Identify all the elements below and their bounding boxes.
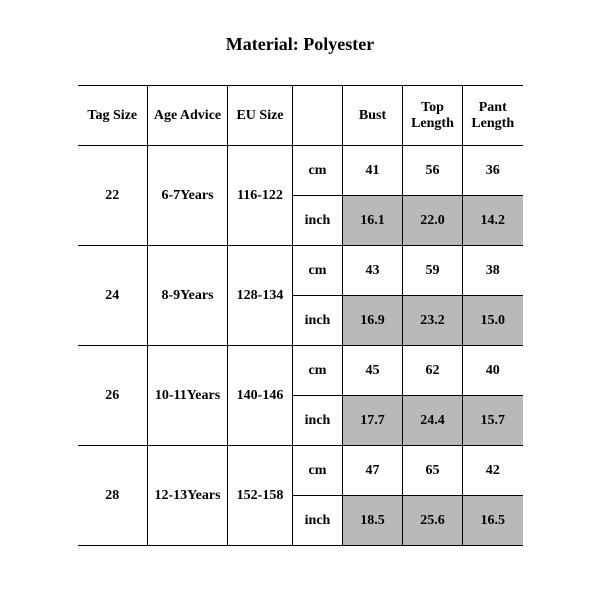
cell-unit-inch: inch <box>293 196 343 246</box>
cell-tag-size: 22 <box>78 146 148 246</box>
cell-top-length: 56 <box>403 146 463 196</box>
cell-bust: 16.9 <box>343 296 403 346</box>
cell-pant-length: 15.7 <box>463 396 523 446</box>
cell-unit-cm: cm <box>293 246 343 296</box>
cell-eu-size: 116-122 <box>228 146 293 246</box>
cell-unit-cm: cm <box>293 346 343 396</box>
col-bust: Bust <box>343 86 403 146</box>
cell-pant-length: 14.2 <box>463 196 523 246</box>
cell-age-advice: 12-13Years <box>148 446 228 546</box>
cell-top-length: 59 <box>403 246 463 296</box>
cell-eu-size: 128-134 <box>228 246 293 346</box>
cell-top-length: 25.6 <box>403 496 463 546</box>
cell-top-length: 23.2 <box>403 296 463 346</box>
size-chart-table: Tag Size Age Advice EU Size Bust Top Len… <box>78 85 523 546</box>
cell-age-advice: 8-9Years <box>148 246 228 346</box>
cell-bust: 18.5 <box>343 496 403 546</box>
cell-top-length: 24.4 <box>403 396 463 446</box>
col-unit <box>293 86 343 146</box>
cell-top-length: 65 <box>403 446 463 496</box>
table-row: 26 10-11Years 140-146 cm 45 62 40 <box>78 346 523 396</box>
cell-bust: 43 <box>343 246 403 296</box>
table-row: 28 12-13Years 152-158 cm 47 65 42 <box>78 446 523 496</box>
col-age-advice: Age Advice <box>148 86 228 146</box>
cell-unit-inch: inch <box>293 396 343 446</box>
table-row: 22 6-7Years 116-122 cm 41 56 36 <box>78 146 523 196</box>
col-top-length: Top Length <box>403 86 463 146</box>
cell-unit-cm: cm <box>293 446 343 496</box>
col-eu-size: EU Size <box>228 86 293 146</box>
cell-bust: 45 <box>343 346 403 396</box>
cell-top-length: 62 <box>403 346 463 396</box>
table-row: 24 8-9Years 128-134 cm 43 59 38 <box>78 246 523 296</box>
col-tag-size: Tag Size <box>78 86 148 146</box>
cell-age-advice: 6-7Years <box>148 146 228 246</box>
col-pant-length: Pant Length <box>463 86 523 146</box>
cell-unit-inch: inch <box>293 496 343 546</box>
table-header-row: Tag Size Age Advice EU Size Bust Top Len… <box>78 86 523 146</box>
cell-unit-inch: inch <box>293 296 343 346</box>
cell-eu-size: 152-158 <box>228 446 293 546</box>
page-title: Material: Polyester <box>0 0 600 85</box>
cell-pant-length: 42 <box>463 446 523 496</box>
cell-tag-size: 26 <box>78 346 148 446</box>
cell-eu-size: 140-146 <box>228 346 293 446</box>
cell-tag-size: 28 <box>78 446 148 546</box>
cell-unit-cm: cm <box>293 146 343 196</box>
cell-tag-size: 24 <box>78 246 148 346</box>
cell-pant-length: 36 <box>463 146 523 196</box>
cell-top-length: 22.0 <box>403 196 463 246</box>
cell-bust: 47 <box>343 446 403 496</box>
cell-bust: 16.1 <box>343 196 403 246</box>
cell-pant-length: 15.0 <box>463 296 523 346</box>
cell-pant-length: 40 <box>463 346 523 396</box>
cell-bust: 17.7 <box>343 396 403 446</box>
cell-age-advice: 10-11Years <box>148 346 228 446</box>
cell-pant-length: 38 <box>463 246 523 296</box>
cell-pant-length: 16.5 <box>463 496 523 546</box>
cell-bust: 41 <box>343 146 403 196</box>
